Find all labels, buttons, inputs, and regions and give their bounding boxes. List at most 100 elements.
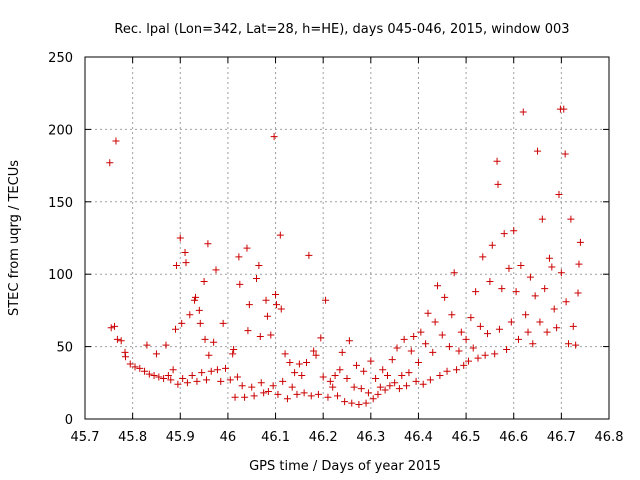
data-point	[424, 309, 432, 317]
data-point	[467, 314, 475, 322]
data-point	[310, 347, 318, 355]
data-point	[512, 288, 520, 296]
data-point	[235, 253, 243, 261]
data-point	[231, 393, 239, 401]
data-point	[307, 392, 315, 400]
data-point	[503, 345, 511, 353]
data-point	[107, 324, 115, 332]
x-tick-label: 46.7	[547, 430, 576, 445]
data-point	[191, 296, 199, 304]
data-point	[553, 324, 561, 332]
data-point	[279, 377, 287, 385]
data-point	[172, 325, 180, 333]
data-point	[414, 359, 422, 367]
data-point	[419, 380, 427, 388]
data-point	[198, 369, 206, 377]
data-point	[357, 385, 365, 393]
y-tick-label: 50	[56, 341, 73, 356]
data-point	[200, 277, 208, 285]
data-point	[286, 359, 294, 367]
data-point	[343, 374, 351, 382]
data-point	[112, 137, 120, 145]
data-point	[288, 383, 296, 391]
data-point	[298, 372, 306, 380]
data-point	[494, 180, 502, 188]
data-point	[403, 382, 411, 390]
data-point	[562, 298, 570, 306]
data-point	[500, 230, 508, 238]
data-point	[255, 262, 263, 270]
data-point	[395, 385, 403, 393]
x-tick-label: 46.4	[404, 430, 433, 445]
data-point	[376, 383, 384, 391]
data-point	[412, 377, 420, 385]
data-point	[241, 393, 249, 401]
data-point	[212, 266, 220, 274]
data-point	[188, 372, 196, 380]
data-point	[548, 263, 556, 271]
data-point	[195, 306, 203, 314]
data-point	[179, 374, 187, 382]
data-point	[434, 282, 442, 290]
data-point	[455, 347, 463, 355]
data-point	[367, 357, 375, 365]
data-point	[141, 367, 149, 375]
data-point	[557, 269, 565, 277]
data-point	[250, 392, 258, 400]
data-point	[526, 273, 534, 281]
data-point	[113, 335, 121, 343]
x-tick-label: 46.6	[499, 430, 528, 445]
data-point	[322, 296, 330, 304]
x-tick-label: 46.3	[356, 430, 385, 445]
x-tick-label: 46.1	[261, 430, 290, 445]
data-point	[450, 269, 458, 277]
data-point	[121, 353, 129, 361]
data-point	[374, 390, 382, 398]
data-point	[398, 372, 406, 380]
x-tick-label: 45.7	[71, 430, 100, 445]
data-point	[178, 319, 186, 327]
data-point	[531, 292, 539, 300]
x-tick-label: 45.8	[118, 430, 147, 445]
data-point	[410, 332, 418, 340]
data-point	[407, 347, 415, 355]
data-point	[295, 360, 303, 368]
data-point	[174, 380, 182, 388]
y-tick-labels: 0 50 100 150 200 250	[48, 51, 73, 428]
data-point	[538, 215, 546, 223]
data-point	[111, 322, 119, 330]
data-point	[519, 108, 527, 116]
data-point	[353, 361, 361, 369]
data-point	[507, 318, 515, 326]
y-axis-label: STEC from uqrg / TECUs	[7, 160, 22, 316]
data-point	[192, 293, 200, 301]
data-point	[193, 377, 201, 385]
data-point	[443, 367, 451, 375]
data-point	[230, 345, 238, 353]
data-point	[436, 372, 444, 380]
data-point	[522, 311, 530, 319]
x-tick-label: 45.9	[166, 430, 195, 445]
data-point	[150, 372, 158, 380]
data-point	[550, 305, 558, 313]
data-point	[117, 337, 125, 345]
data-point	[545, 254, 553, 262]
data-point	[277, 305, 285, 313]
data-point	[333, 392, 341, 400]
data-point	[196, 319, 204, 327]
y-tick-label: 150	[48, 196, 73, 211]
grid-lines	[85, 57, 609, 419]
data-point	[305, 251, 313, 259]
data-point	[457, 328, 465, 336]
data-point	[226, 376, 234, 384]
data-point	[567, 215, 575, 223]
y-tick-label: 200	[48, 123, 73, 138]
data-point	[162, 341, 170, 349]
data-point	[336, 366, 344, 374]
data-point	[453, 366, 461, 374]
x-axis-label: GPS time / Days of year 2015	[249, 459, 441, 474]
data-point	[145, 370, 153, 378]
data-point	[183, 379, 191, 387]
x-tick-label: 46	[220, 430, 237, 445]
